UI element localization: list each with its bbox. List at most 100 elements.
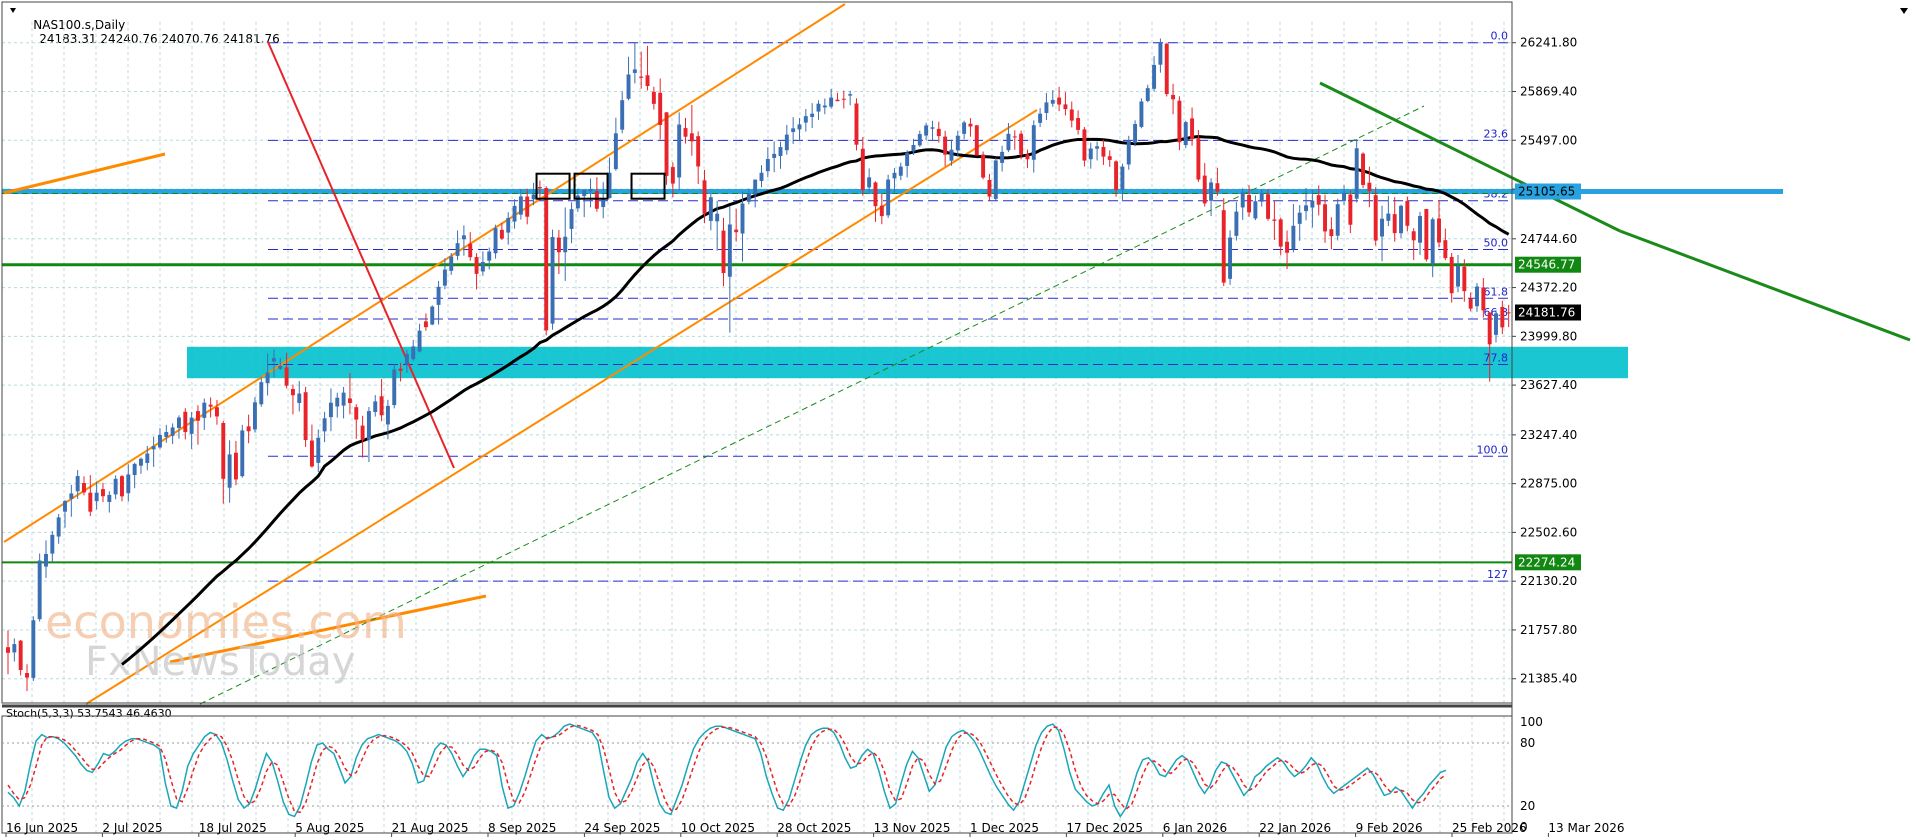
candle-body — [1006, 133, 1011, 151]
candle-body — [1487, 312, 1492, 345]
candle-body — [803, 116, 808, 123]
candle-body — [1386, 213, 1391, 221]
candle-body — [214, 407, 219, 417]
candle-body — [202, 402, 207, 418]
candle-body — [126, 474, 131, 494]
y-tick-label: 22875.00 — [1520, 477, 1577, 491]
watermark: economies.com FxNewsToday — [45, 595, 407, 685]
channel-lower-extension — [169, 594, 487, 664]
y-tick-label: 23627.40 — [1520, 378, 1577, 392]
candle-body — [822, 105, 827, 108]
candle-body — [303, 392, 308, 441]
candles — [6, 38, 1511, 692]
candle-body — [487, 251, 492, 261]
candle-body — [354, 407, 359, 420]
candle-body — [1101, 146, 1106, 157]
x-tick-label: 18 Jul 2025 — [199, 821, 267, 835]
candle-body — [1133, 124, 1138, 144]
candle-body — [810, 113, 815, 117]
candle-body — [1139, 101, 1144, 127]
candle-body — [651, 91, 656, 104]
candle-body — [1057, 97, 1062, 105]
candle-body — [1449, 256, 1454, 294]
x-tick-label: 13 Mar 2026 — [1548, 821, 1624, 835]
candle-body — [1481, 287, 1486, 311]
candle-body — [316, 437, 321, 463]
candle-body — [734, 229, 739, 233]
x-tick-label: 2 Jul 2025 — [102, 821, 162, 835]
candle-body — [113, 478, 118, 495]
candle-body — [569, 209, 574, 229]
candle-body — [531, 194, 536, 200]
candle-body — [208, 404, 213, 407]
candle-body — [1126, 140, 1131, 165]
candle-body — [645, 75, 650, 87]
candle-body — [259, 382, 264, 405]
x-tick-label: 1 Dec 2025 — [970, 821, 1039, 835]
candle-body — [727, 224, 732, 277]
candle-body — [1329, 229, 1334, 237]
candle-body — [189, 417, 194, 434]
candle-body — [1088, 148, 1093, 160]
candle-body — [1278, 219, 1283, 247]
x-tick-label: 5 Aug 2025 — [295, 821, 364, 835]
candle-body — [50, 534, 55, 554]
candle-body — [1183, 122, 1188, 146]
candle-body — [753, 179, 758, 195]
candle-body — [1475, 286, 1479, 307]
candle-body — [233, 452, 238, 480]
x-tick-label: 22 Jan 2026 — [1259, 821, 1331, 835]
candle-body — [1171, 94, 1176, 100]
candle-body — [1424, 209, 1429, 260]
candle-body — [360, 425, 365, 440]
candle-body — [512, 205, 517, 222]
candle-body — [1114, 161, 1119, 191]
candle-body — [518, 196, 523, 215]
candle-body — [132, 463, 137, 475]
candle-body — [278, 365, 283, 369]
price-tag — [1515, 554, 1581, 571]
candle-body — [1095, 146, 1100, 149]
candle-body — [930, 127, 935, 129]
candle-body — [1221, 210, 1226, 283]
candle-body — [537, 187, 542, 189]
x-tick-label: 10 Oct 2025 — [681, 821, 755, 835]
candle-body — [1392, 214, 1397, 234]
price-tag-label: 24181.76 — [1518, 306, 1575, 320]
candle-body — [962, 122, 967, 134]
candle-body — [759, 172, 764, 181]
candle-body — [1164, 43, 1169, 95]
candle-body — [468, 243, 473, 258]
candle-body — [1354, 148, 1359, 199]
y-tick-label: 24372.20 — [1520, 281, 1577, 295]
candle-body — [1228, 237, 1233, 279]
price-tag — [1515, 304, 1581, 321]
candle-body — [677, 124, 682, 178]
candle-body — [835, 99, 840, 102]
candle-body — [183, 411, 188, 433]
candle-body — [373, 401, 378, 413]
price-tag-label: 25105.65 — [1518, 185, 1575, 199]
candle-body — [968, 123, 973, 127]
candle-body — [398, 368, 403, 371]
candle-body — [949, 149, 954, 161]
ascending-trend-dashed — [199, 105, 1425, 705]
y-tick-label: 26241.80 — [1520, 36, 1577, 50]
y-tick-label: 22130.20 — [1520, 574, 1577, 588]
candle-body — [75, 476, 80, 492]
stoch-tick-label: 20 — [1520, 799, 1535, 813]
candle-body — [955, 135, 960, 151]
candle-body — [1506, 312, 1511, 314]
candle-body — [25, 673, 29, 678]
candle-body — [702, 180, 707, 214]
candle-body — [886, 179, 891, 216]
candle-body — [550, 237, 555, 324]
candle-body — [449, 256, 454, 271]
candle-body — [94, 492, 99, 502]
candle-body — [594, 191, 599, 209]
candle-body — [1120, 166, 1125, 190]
fib-level-label: 127 — [1487, 568, 1508, 581]
candle-body — [1019, 133, 1024, 155]
candle-body — [176, 417, 181, 428]
